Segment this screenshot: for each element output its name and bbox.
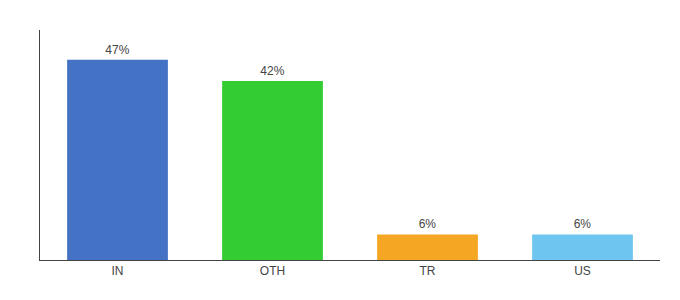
svg-text:6%: 6%: [574, 217, 592, 231]
svg-text:TR: TR: [420, 264, 436, 278]
svg-text:47%: 47%: [105, 43, 129, 57]
svg-text:OTH: OTH: [260, 264, 285, 278]
svg-text:6%: 6%: [419, 217, 437, 231]
svg-text:IN: IN: [112, 264, 124, 278]
svg-text:42%: 42%: [260, 64, 284, 78]
svg-text:US: US: [574, 264, 591, 278]
